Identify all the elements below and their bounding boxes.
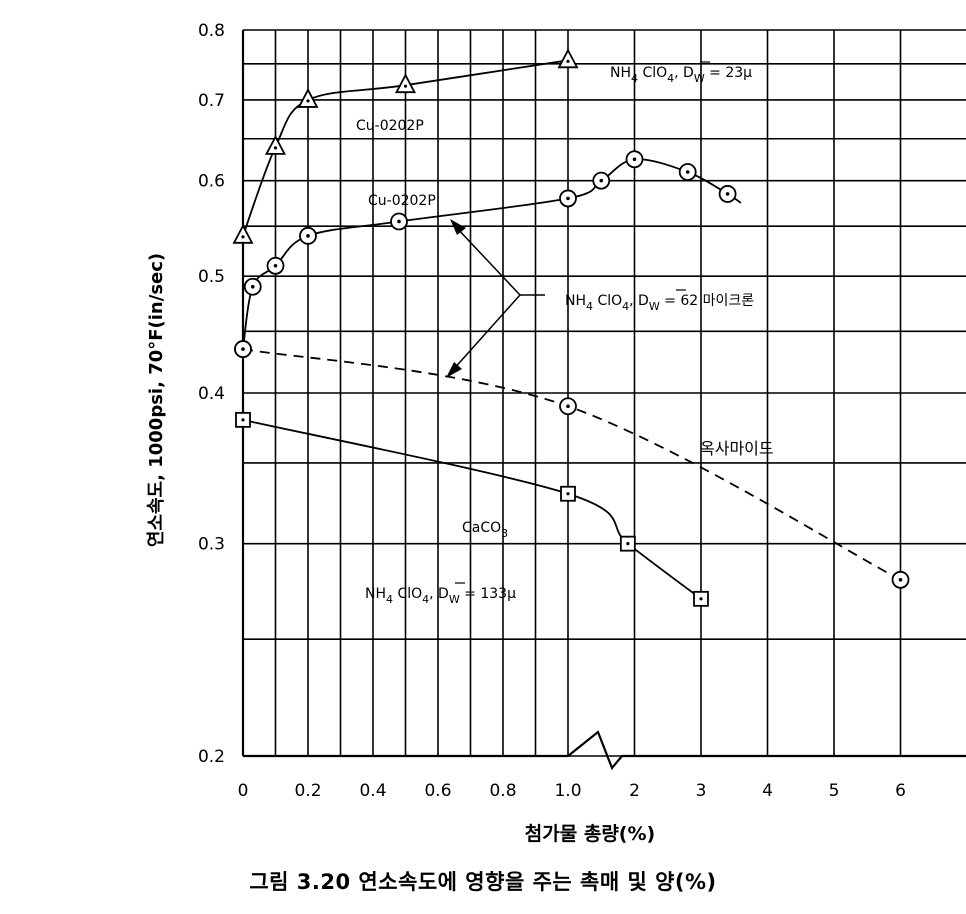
series-0-point-2-dot [306,99,310,103]
series-2-point-0-dot [241,347,245,351]
label-oxamide: 옥사마이드 [700,439,774,458]
series-3 [235,411,709,607]
x-tick-label-4: 0.8 [489,781,516,801]
series-2-point-2-dot [898,577,903,582]
x-axis-line-broken [243,730,966,771]
label-overbars [455,61,710,584]
y-tick-label-0: 0.8 [198,21,225,41]
x-tick-label-5: 1.0 [554,781,581,801]
x-tick-labels: 0 0.2 0.4 0.6 0.8 1.0 2 3 4 5 6 [238,781,906,801]
series-0-point-0-dot [241,235,245,239]
x-tick-label-9: 5 [829,781,840,801]
series-1-point-1-dot [250,284,255,289]
series-1 [234,150,742,358]
series-0 [232,48,579,244]
series-0-point-3 [395,73,416,94]
series-3-point-0-dot [241,418,245,422]
label-cu-0202p-top: Cu-0202P [356,118,424,134]
series-line-0 [242,59,569,237]
x-axis-label: 첨가물 총량(%) [525,823,655,845]
series-line-1 [242,158,742,350]
series-1-point-3-dot [306,234,310,238]
series-1-point-4-dot [397,219,401,224]
x-tick-label-0: 0 [238,781,249,801]
y-tick-label-6: 0.2 [198,747,225,767]
x-tick-label-1: 0.2 [294,781,321,801]
series-1-point-6-dot [599,178,604,183]
series-3-point-3-dot [699,597,703,601]
label-series-62: NH4 ClO4, DW = 62 마이크론 [565,293,754,313]
label-series-133: NH4 ClO4, DW = 133μ [365,586,516,606]
series-2-point-1-dot [566,404,570,409]
y-axis-label: 연소속도, 1000psi, 70°F(in/sec) [146,253,167,547]
series-0-point-0 [232,223,254,244]
y-tick-label-2: 0.6 [198,172,225,192]
y-tick-label-3: 0.5 [198,267,225,287]
label-series-23: NH4 ClO4, DW = 23μ [610,65,752,85]
x-tick-label-3: 0.6 [424,781,451,801]
x-tick-label-10: 6 [895,781,906,801]
series-3-point-2-dot [626,542,630,546]
plot-grid [243,29,966,757]
labels: Cu-0202P Cu-0202P NH4 ClO4, DW = 23μ NH4… [356,65,774,606]
x-tick-label-2: 0.4 [359,781,386,801]
y-tick-label-1: 0.7 [198,91,225,111]
series-2 [234,340,910,589]
series-0-point-1-dot [273,146,278,150]
series-1-point-8-dot [685,170,690,174]
series-1-point-7-dot [632,157,637,162]
series-0-point-4 [557,48,579,69]
series-0-point-1 [265,134,286,155]
x-tick-label-7: 3 [696,781,707,801]
series-1-point-9-dot [725,192,730,196]
x-tick-label-6: 2 [629,781,640,801]
plot-series [232,48,910,607]
figure-caption: 그림 3.20 연소속도에 영향을 주는 촉매 및 양(%) [249,870,717,894]
series-1-point-2-dot [273,263,278,268]
series-0-point-2 [297,88,319,108]
series-line-2 [242,348,901,581]
series-0-point-3-dot [403,84,408,88]
label-cu-0202p-mid: Cu-0202P [368,193,436,209]
y-tick-label-5: 0.3 [198,535,225,555]
plot-axes [241,30,966,771]
series-3-point-1-dot [566,492,570,496]
x-tick-label-8: 4 [762,781,773,801]
series-0-point-4-dot [566,59,570,63]
y-tick-labels: 0.8 0.7 0.6 0.5 0.4 0.3 0.2 [198,21,225,767]
series-1-point-5-dot [566,196,570,201]
label-caco3: CaCO3 [462,520,508,540]
y-tick-label-4: 0.4 [198,384,225,404]
pointer-arrows [446,219,545,378]
series-line-3 [242,418,702,600]
